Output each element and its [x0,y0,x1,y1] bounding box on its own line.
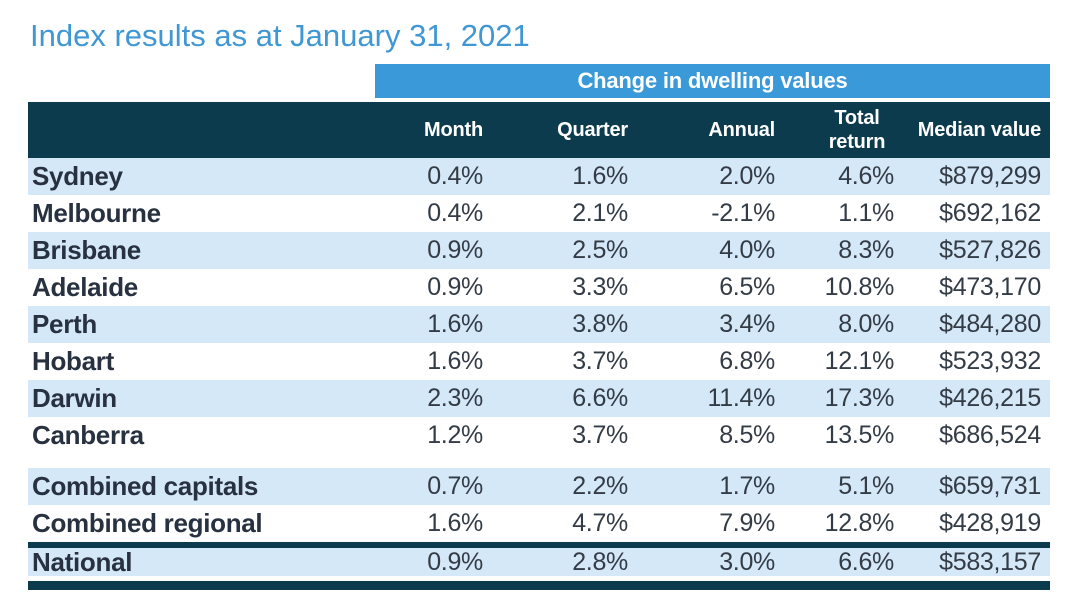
cell-annual: 8.5% [719,421,775,449]
column-header-median-value: Median value [917,118,1041,141]
column-header-quarter: Quarter [557,118,628,141]
cell-quarter: 6.6% [572,384,628,412]
cell-annual: 6.5% [719,273,775,301]
column-header-annual: Annual [708,118,775,141]
cell-month: 0.7% [427,472,483,500]
cell-median-value: $428,919 [939,509,1041,537]
cell-month: 1.6% [427,509,483,537]
group-header-band: Change in dwelling values [375,64,1050,98]
cell-annual: 7.9% [719,509,775,537]
cell-median-value: $583,157 [939,547,1041,576]
cell-total-return: 6.6% [838,547,894,576]
page-title: Index results as at January 31, 2021 [30,18,530,53]
cell-median-value: $527,826 [939,236,1041,264]
cell-month: 0.4% [427,199,483,227]
thick-rule [28,542,1050,548]
cell-month: 0.9% [427,547,483,576]
table-row-perth: Perth 1.6% 3.8% 3.4% 8.0% $484,280 [28,306,1050,343]
cell-month: 1.6% [427,347,483,375]
cell-median-value: $692,162 [939,199,1041,227]
cell-quarter: 3.3% [572,273,628,301]
cell-total-return: 12.1% [824,347,895,375]
cell-total-return: 4.6% [838,162,894,190]
table-row-brisbane: Brisbane 0.9% 2.5% 4.0% 8.3% $527,826 [28,232,1050,269]
column-header-total-return: Total return [828,107,886,153]
cell-quarter: 3.7% [572,421,628,449]
cell-annual: 3.4% [719,310,775,338]
cell-quarter: 1.6% [572,162,628,190]
cell-median-value: $879,299 [939,162,1041,190]
column-header-month: Month [424,118,483,141]
cell-total-return: 1.1% [838,199,894,227]
column-header-blank [28,102,375,158]
cell-month: 2.3% [427,384,483,412]
cell-total-return: 13.5% [824,421,895,449]
row-label: Melbourne [32,198,161,228]
cell-annual: -2.1% [711,199,775,227]
cell-quarter: 3.7% [572,347,628,375]
table-row-combined-capitals: Combined capitals 0.7% 2.2% 1.7% 5.1% $6… [28,468,1050,505]
cell-median-value: $523,932 [939,347,1041,375]
cell-quarter: 2.5% [572,236,628,264]
group-header-label: Change in dwelling values [577,68,848,93]
cell-quarter: 2.1% [572,199,628,227]
cell-quarter: 4.7% [572,509,628,537]
row-label: Canberra [32,420,144,450]
cell-annual: 4.0% [719,236,775,264]
cell-month: 0.4% [427,162,483,190]
row-label: Perth [32,309,97,339]
row-label: Darwin [32,383,117,413]
cell-median-value: $484,280 [939,310,1041,338]
cell-annual: 2.0% [719,162,775,190]
index-results-table: Month Quarter Annual Total return Median… [28,102,1050,590]
section-gap [28,454,1050,468]
cell-median-value: $686,524 [939,421,1041,449]
table-row-hobart: Hobart 1.6% 3.7% 6.8% 12.1% $523,932 [28,343,1050,380]
cell-quarter: 2.2% [572,472,628,500]
cell-month: 1.2% [427,421,483,449]
row-label: Combined capitals [32,471,259,501]
cell-total-return: 5.1% [838,472,894,500]
cell-annual: 3.0% [719,547,775,576]
row-label: National [32,546,133,577]
cell-total-return: 8.3% [838,236,894,264]
table-row-national: National 0.9% 2.8% 3.0% 6.6% $583,157 [28,546,1050,577]
cell-total-return: 8.0% [838,310,894,338]
cell-month: 0.9% [427,273,483,301]
rule-gap [28,576,1050,581]
row-label: Hobart [32,346,114,376]
cell-total-return: 17.3% [824,384,895,412]
row-label: Combined regional [32,508,263,538]
table-row-sydney: Sydney 0.4% 1.6% 2.0% 4.6% $879,299 [28,158,1050,195]
cell-annual: 6.8% [719,347,775,375]
row-label: Adelaide [32,272,138,302]
cell-median-value: $473,170 [939,273,1041,301]
cell-total-return: 10.8% [824,273,895,301]
table-header-row: Month Quarter Annual Total return Median… [28,102,1050,158]
row-label: Sydney [32,161,123,191]
bottom-thick-rule [28,581,1050,590]
cell-median-value: $659,731 [939,472,1041,500]
row-label: Brisbane [32,235,141,265]
cell-quarter: 2.8% [572,547,628,576]
table-row-adelaide: Adelaide 0.9% 3.3% 6.5% 10.8% $473,170 [28,269,1050,306]
table-row-darwin: Darwin 2.3% 6.6% 11.4% 17.3% $426,215 [28,380,1050,417]
cell-annual: 1.7% [719,472,775,500]
table-row-combined-regional: Combined regional 1.6% 4.7% 7.9% 12.8% $… [28,505,1050,542]
table-row-melbourne: Melbourne 0.4% 2.1% -2.1% 1.1% $692,162 [28,195,1050,232]
cell-total-return: 12.8% [824,509,895,537]
cell-annual: 11.4% [707,384,775,412]
table-row-canberra: Canberra 1.2% 3.7% 8.5% 13.5% $686,524 [28,417,1050,454]
cell-month: 0.9% [427,236,483,264]
cell-quarter: 3.8% [572,310,628,338]
cell-median-value: $426,215 [939,384,1041,412]
cell-month: 1.6% [427,310,483,338]
